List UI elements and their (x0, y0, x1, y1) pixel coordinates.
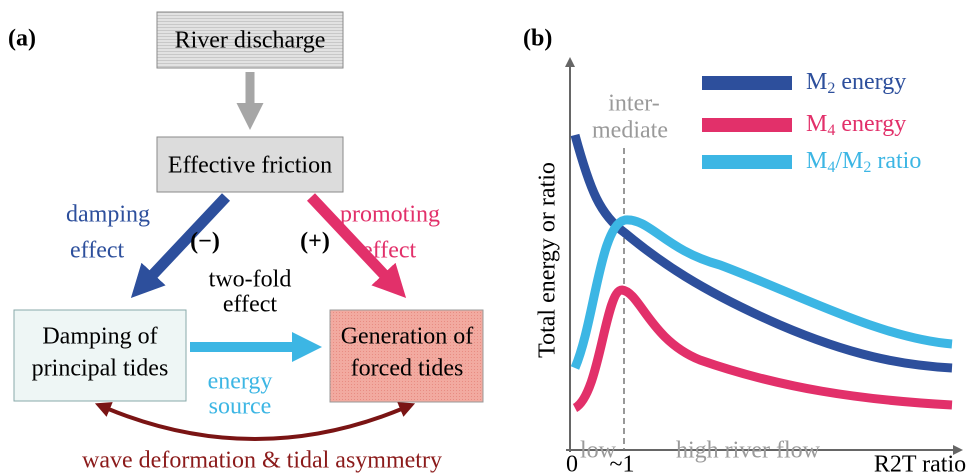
legend-entry: M4/M2 ratio (806, 148, 921, 176)
sign: (+) (300, 229, 330, 255)
sign: (−) (190, 229, 220, 255)
legend-entry: M4 energy (806, 111, 906, 139)
curve (572, 285, 953, 412)
box (156, 136, 344, 193)
arrow (130, 193, 231, 299)
legend-text-part: 4 (827, 159, 835, 176)
x-axis-label: R2T ratio (874, 452, 966, 474)
panel-label: (b) (523, 26, 552, 52)
arrow (94, 402, 416, 441)
legend-text-part: energy (835, 111, 906, 137)
legend-text-part: /M (835, 148, 863, 174)
label: effect (70, 238, 125, 264)
region-label: high river flow (676, 438, 821, 464)
region-label: low (580, 438, 617, 464)
node-label: Generation of (341, 324, 474, 350)
legend-text-part: 2 (827, 80, 835, 97)
label: promoting (340, 202, 440, 228)
panel-label: (a) (8, 26, 36, 52)
legend-text-part: ratio (871, 148, 921, 174)
node-label: River discharge (175, 28, 326, 54)
legend-entry: M2 energy (806, 69, 906, 97)
y-axis-label: Total energy or ratio (535, 162, 561, 358)
label: source (209, 394, 272, 420)
legend-text-part: energy (835, 69, 906, 95)
curve (570, 215, 953, 370)
legend-text-part: M (806, 111, 827, 137)
node-label: forced tides (351, 356, 464, 382)
label: two-fold (209, 267, 292, 293)
x-tick-label: ~1 (610, 452, 635, 474)
box (156, 11, 344, 69)
region-label: mediate (592, 118, 668, 144)
box (13, 309, 187, 402)
box (329, 309, 484, 403)
node-label: Effective friction (168, 153, 332, 179)
legend-text-part: M (806, 69, 827, 95)
label: damping (66, 202, 150, 228)
curve (570, 133, 953, 373)
x-tick-label: 0 (566, 452, 578, 474)
node-label: Damping of (42, 324, 157, 350)
label: energy (208, 369, 273, 395)
arrow (306, 193, 407, 299)
node-label: principal tides (32, 356, 169, 382)
legend-text-part: 4 (827, 122, 835, 139)
caption: wave deformation & tidal asymmetry (82, 448, 442, 474)
region-label: inter- (608, 91, 660, 117)
legend-text-part: 2 (863, 159, 871, 176)
legend-text-part: M (806, 148, 827, 174)
label: effect (223, 292, 278, 318)
label: effect (362, 238, 417, 264)
